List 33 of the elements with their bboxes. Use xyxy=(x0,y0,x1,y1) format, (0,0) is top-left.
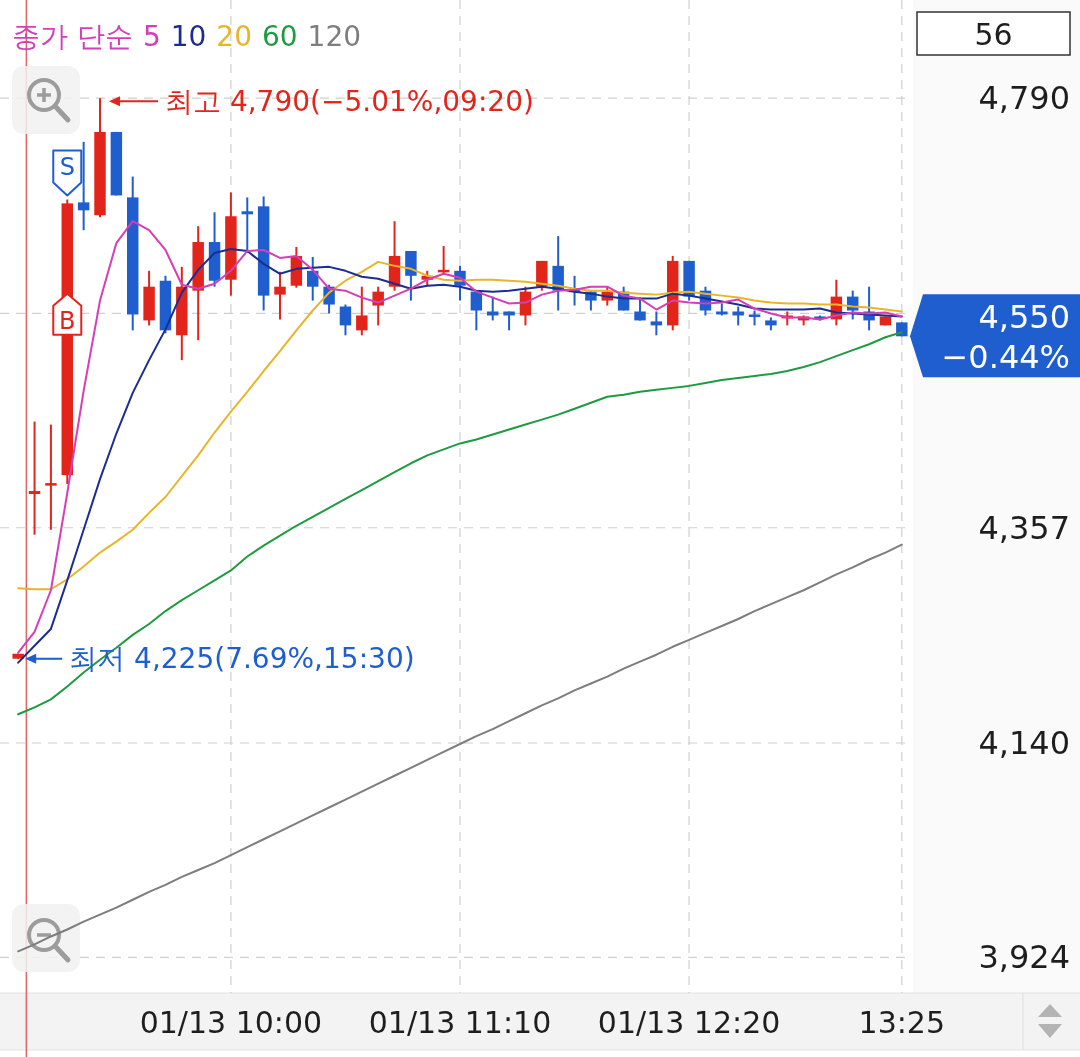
x-tick-label: 01/13 12:20 xyxy=(597,1004,781,1040)
candlestick xyxy=(77,140,90,232)
text: 60 xyxy=(261,19,298,53)
text: −0.44% xyxy=(941,338,1070,377)
text: 20 xyxy=(216,19,252,53)
candlestick xyxy=(732,305,744,327)
annotation: B xyxy=(59,306,76,335)
text: 56 xyxy=(974,16,1013,52)
x-tick-label: 01/13 11:10 xyxy=(368,1004,552,1040)
line-series xyxy=(17,543,903,953)
y-tick-label: 3,924 xyxy=(978,938,1070,977)
y-tick-label: 4,357 xyxy=(978,508,1070,547)
text: 10 xyxy=(170,19,207,53)
candlestick xyxy=(241,196,253,254)
candlestick xyxy=(650,310,663,337)
x-tick-label: 01/13 10:00 xyxy=(139,1004,323,1040)
candlestick xyxy=(45,423,57,531)
candlestick xyxy=(503,310,515,332)
candlestick xyxy=(274,270,286,321)
text: 120 xyxy=(307,19,362,53)
line-series xyxy=(17,260,903,591)
x-tick-label: 13:25 xyxy=(858,1004,946,1040)
text: 4,550 xyxy=(978,298,1070,337)
text: 5 xyxy=(142,19,161,53)
candlestick xyxy=(339,303,352,337)
annotation: S xyxy=(59,153,75,182)
y-tick-label: 4,140 xyxy=(978,724,1070,763)
y-tick-label: 4,790 xyxy=(978,79,1070,118)
annotation: 최고 4,790(−5.01%,09:20) xyxy=(165,84,534,118)
candlestick xyxy=(356,285,368,337)
candlestick xyxy=(307,255,319,302)
candlestick xyxy=(28,420,41,536)
line-series xyxy=(17,331,903,716)
